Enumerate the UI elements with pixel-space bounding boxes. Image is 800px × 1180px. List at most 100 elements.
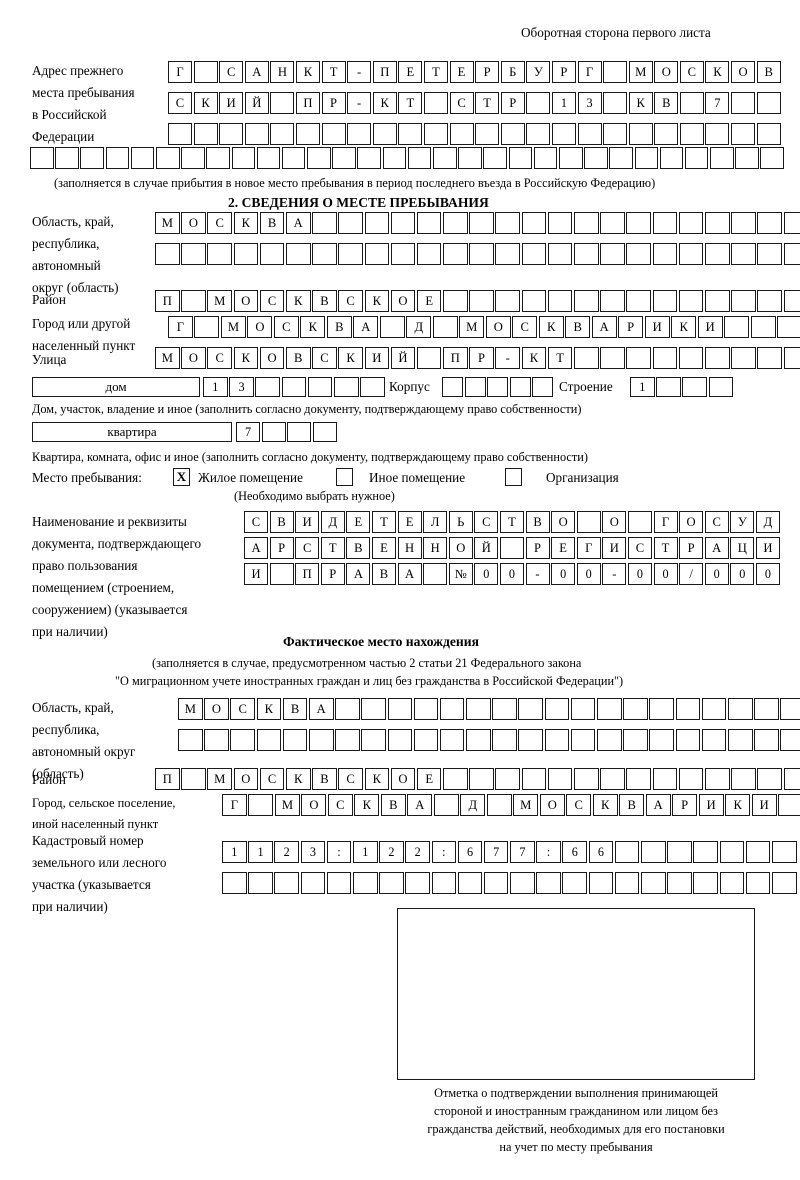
char-cell[interactable] [614,872,640,894]
char-cell[interactable] [382,147,407,169]
char-cell[interactable] [500,123,525,145]
char-cell[interactable] [626,212,651,234]
char-cell[interactable] [588,872,614,894]
char-cell[interactable] [168,123,192,145]
char-cell[interactable] [600,347,625,369]
char-cell[interactable]: А [285,212,311,234]
char-cell[interactable]: - [525,563,550,585]
char-cell[interactable]: С [338,768,363,790]
char-cell[interactable] [678,212,704,234]
char-cell[interactable] [390,212,416,234]
char-cell[interactable] [754,729,779,751]
char-cell[interactable] [783,212,800,234]
char-cell[interactable] [509,377,531,397]
char-cell[interactable] [641,872,666,894]
char-cell[interactable]: 0 [474,563,499,585]
char-cell[interactable] [544,729,570,751]
char-cell[interactable] [469,768,494,790]
char-cell[interactable]: 0 [755,563,780,585]
char-cell[interactable]: О [539,794,565,816]
char-cell[interactable]: И [751,794,777,816]
char-cell[interactable]: 3 [300,841,326,863]
char-cell[interactable] [783,243,800,265]
char-cell[interactable]: О [181,212,206,234]
char-cell[interactable] [259,243,285,265]
char-cell[interactable] [679,92,704,114]
char-cell[interactable] [574,768,599,790]
char-cell[interactable]: К [233,347,259,369]
char-cell[interactable]: 0 [704,563,729,585]
char-cell[interactable] [508,147,533,169]
char-cell[interactable] [219,123,244,145]
char-cell[interactable] [641,841,666,863]
char-cell[interactable]: В [259,212,285,234]
char-cell[interactable]: Е [398,61,423,83]
char-cell[interactable]: Р [320,563,345,585]
char-cell[interactable] [387,729,413,751]
char-cell[interactable]: А [591,316,617,338]
char-cell[interactable] [326,872,352,894]
char-cell[interactable] [783,768,800,790]
char-cell[interactable]: 0 [576,563,601,585]
char-cell[interactable] [526,92,551,114]
char-cell[interactable]: В [312,768,337,790]
char-cell[interactable] [248,872,273,894]
char-cell[interactable]: Ц [730,537,755,559]
char-cell[interactable]: 1 [630,377,655,397]
char-cell[interactable] [281,147,306,169]
char-cell[interactable] [193,123,218,145]
char-cell[interactable] [475,123,500,145]
char-cell[interactable]: М [207,768,232,790]
char-cell[interactable]: Г [168,61,192,83]
char-cell[interactable]: 1 [551,92,576,114]
char-cell[interactable] [710,147,734,169]
char-cell[interactable]: Е [346,511,371,533]
char-cell[interactable]: Г [576,537,601,559]
char-cell[interactable] [256,147,281,169]
char-cell[interactable] [390,243,416,265]
char-cell[interactable]: Н [270,61,295,83]
char-cell[interactable]: Н [397,537,422,559]
char-cell[interactable] [623,729,648,751]
char-cell[interactable] [521,768,547,790]
char-cell[interactable]: О [181,347,206,369]
char-cell[interactable]: О [301,794,327,816]
char-cell[interactable]: А [308,698,334,720]
char-cell[interactable]: Е [449,61,474,83]
char-cell[interactable]: О [390,768,416,790]
char-cell[interactable] [652,347,678,369]
previous-address-row-3[interactable] [168,123,781,145]
char-cell[interactable] [731,290,756,312]
char-cell[interactable]: П [443,347,468,369]
char-cell[interactable] [416,347,442,369]
stay-region-row-2[interactable] [155,243,800,265]
char-cell[interactable] [577,123,602,145]
char-cell[interactable]: С [219,61,244,83]
char-cell[interactable] [521,290,547,312]
char-cell[interactable] [780,698,800,720]
char-cell[interactable]: М [628,61,653,83]
char-cell[interactable]: 7 [510,841,535,863]
char-cell[interactable] [756,123,781,145]
char-cell[interactable]: К [285,290,311,312]
char-cell[interactable] [547,212,573,234]
char-cell[interactable] [332,147,356,169]
char-cell[interactable] [652,290,678,312]
char-cell[interactable]: Н [423,537,448,559]
char-cell[interactable]: П [155,290,180,312]
char-cell[interactable] [693,841,718,863]
char-cell[interactable] [757,347,782,369]
char-cell[interactable] [443,290,468,312]
char-cell[interactable] [570,729,596,751]
char-cell[interactable] [649,729,674,751]
char-cell[interactable]: С [327,794,353,816]
char-cell[interactable] [80,147,104,169]
char-cell[interactable] [469,290,494,312]
char-cell[interactable] [321,123,346,145]
char-cell[interactable] [431,872,457,894]
char-cell[interactable] [255,377,280,397]
